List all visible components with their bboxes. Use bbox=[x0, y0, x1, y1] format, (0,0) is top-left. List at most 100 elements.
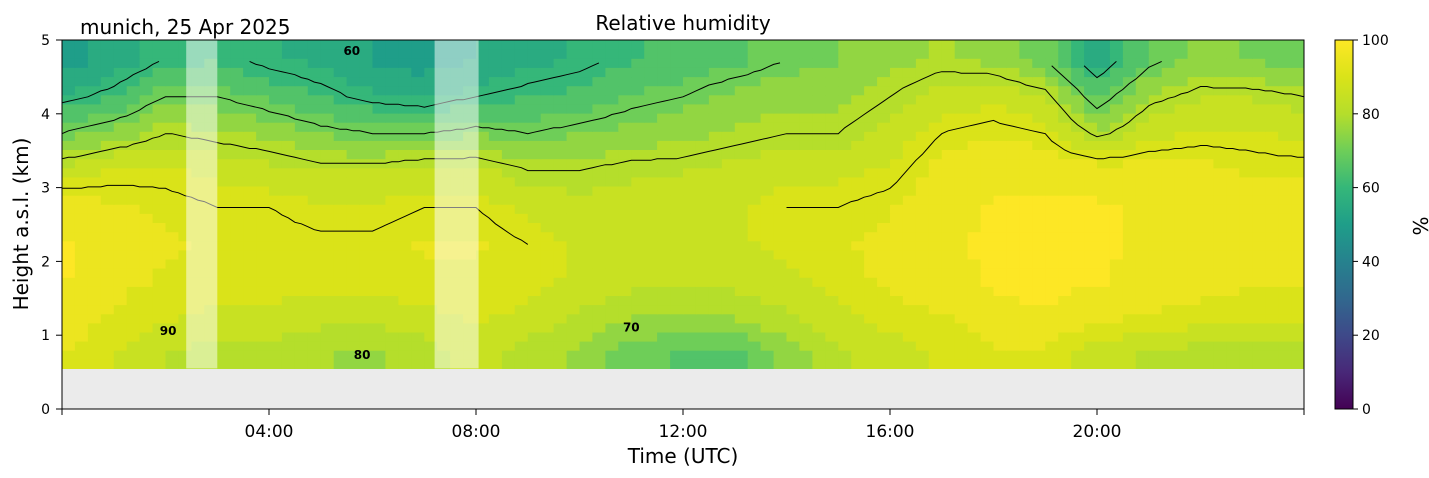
heatmap-cell bbox=[243, 213, 257, 223]
heatmap-cell bbox=[618, 295, 632, 306]
heatmap-cell bbox=[553, 341, 568, 351]
heatmap-cell bbox=[488, 140, 503, 150]
heatmap-cell bbox=[1174, 195, 1189, 205]
heatmap-cell bbox=[87, 231, 102, 242]
heatmap-cell bbox=[113, 186, 128, 196]
heatmap-cell bbox=[1097, 76, 1111, 87]
heatmap-cell bbox=[1019, 131, 1033, 141]
heatmap-cell bbox=[1045, 149, 1059, 160]
heatmap-cell bbox=[217, 331, 231, 342]
heatmap-cell bbox=[644, 76, 658, 87]
heatmap-cell bbox=[152, 49, 167, 59]
heatmap-cell bbox=[1278, 231, 1292, 242]
heatmap-cell bbox=[1032, 341, 1046, 351]
heatmap-cell bbox=[657, 240, 671, 251]
heatmap-cell bbox=[1226, 222, 1240, 233]
heatmap-cell bbox=[657, 341, 671, 351]
heatmap-cell bbox=[100, 40, 115, 50]
heatmap-cell bbox=[708, 304, 723, 315]
heatmap-cell bbox=[385, 240, 399, 251]
heatmap-cell bbox=[618, 58, 632, 68]
heatmap-cell bbox=[1084, 122, 1098, 132]
heatmap-cell bbox=[540, 122, 555, 132]
heatmap-cell bbox=[230, 313, 244, 324]
heatmap-cell bbox=[605, 268, 619, 278]
heatmap-cell bbox=[113, 359, 128, 369]
heatmap-cell bbox=[165, 140, 179, 150]
heatmap-cell bbox=[126, 49, 141, 59]
heatmap-cell bbox=[747, 277, 762, 287]
heatmap-cell bbox=[941, 341, 956, 351]
heatmap-cell bbox=[74, 304, 89, 315]
heatmap-cell bbox=[178, 258, 192, 269]
heatmap-cell bbox=[256, 222, 270, 233]
heatmap-cell bbox=[890, 204, 904, 214]
heatmap-cell bbox=[734, 40, 749, 50]
heatmap-cell bbox=[1187, 176, 1202, 187]
heatmap-cell bbox=[825, 85, 839, 96]
heatmap-cell bbox=[773, 85, 788, 96]
heatmap-cell bbox=[1045, 304, 1059, 315]
heatmap-cell bbox=[592, 103, 606, 114]
heatmap-cell bbox=[1174, 322, 1189, 333]
heatmap-cell bbox=[100, 195, 115, 205]
heatmap-cell bbox=[695, 85, 710, 96]
heatmap-cell bbox=[592, 85, 606, 96]
heatmap-cell bbox=[670, 85, 684, 96]
heatmap-cell bbox=[178, 249, 192, 260]
heatmap-cell bbox=[605, 113, 619, 123]
heatmap-cell bbox=[1032, 76, 1046, 87]
heatmap-cell bbox=[333, 240, 348, 251]
heatmap-cell bbox=[346, 313, 361, 324]
heatmap-cell bbox=[165, 213, 179, 223]
heatmap-cell bbox=[333, 40, 348, 50]
heatmap-cell bbox=[928, 186, 943, 196]
heatmap-cell bbox=[320, 258, 335, 269]
heatmap-cell bbox=[786, 186, 800, 196]
heatmap-cell bbox=[670, 258, 684, 269]
heatmap-cell bbox=[113, 122, 128, 132]
heatmap-cell bbox=[243, 313, 257, 324]
heatmap-cell bbox=[1174, 122, 1189, 132]
heatmap-cell bbox=[812, 249, 826, 260]
heatmap-cell bbox=[1071, 331, 1085, 342]
heatmap-cell bbox=[269, 341, 283, 351]
heatmap-cell bbox=[398, 122, 412, 132]
heatmap-cell bbox=[346, 304, 361, 315]
heatmap-cell bbox=[113, 85, 128, 96]
heatmap-cell bbox=[812, 85, 826, 96]
heatmap-cell bbox=[915, 313, 930, 324]
heatmap-cell bbox=[708, 331, 723, 342]
heatmap-cell bbox=[385, 295, 399, 306]
heatmap-cell bbox=[799, 122, 813, 132]
heatmap-cell bbox=[825, 331, 839, 342]
heatmap-cell bbox=[476, 213, 490, 223]
heatmap-cell bbox=[1213, 76, 1227, 87]
heatmap-cell bbox=[941, 67, 956, 78]
heatmap-cell bbox=[708, 40, 723, 50]
heatmap-cell bbox=[74, 140, 89, 150]
heatmap-cell bbox=[566, 350, 581, 360]
heatmap-cell bbox=[1071, 103, 1085, 114]
heatmap-cell bbox=[695, 176, 710, 187]
heatmap-cell bbox=[967, 186, 982, 196]
heatmap-cell bbox=[398, 231, 412, 242]
heatmap-cell bbox=[1032, 331, 1046, 342]
heatmap-cell bbox=[1226, 49, 1240, 59]
heatmap-cell bbox=[372, 140, 386, 150]
heatmap-cell bbox=[592, 322, 606, 333]
heatmap-cell bbox=[760, 40, 775, 50]
heatmap-cell bbox=[139, 67, 154, 78]
heatmap-cell bbox=[501, 268, 516, 278]
heatmap-cell bbox=[501, 286, 516, 296]
heatmap-cell bbox=[657, 286, 671, 296]
heatmap-cell bbox=[902, 304, 917, 315]
heatmap-cell bbox=[566, 94, 581, 105]
heatmap-cell bbox=[941, 222, 956, 233]
heatmap-cell bbox=[967, 268, 982, 278]
heatmap-cell bbox=[644, 295, 658, 306]
heatmap-cell bbox=[1071, 341, 1085, 351]
heatmap-cell bbox=[372, 131, 386, 141]
heatmap-cell bbox=[256, 85, 270, 96]
